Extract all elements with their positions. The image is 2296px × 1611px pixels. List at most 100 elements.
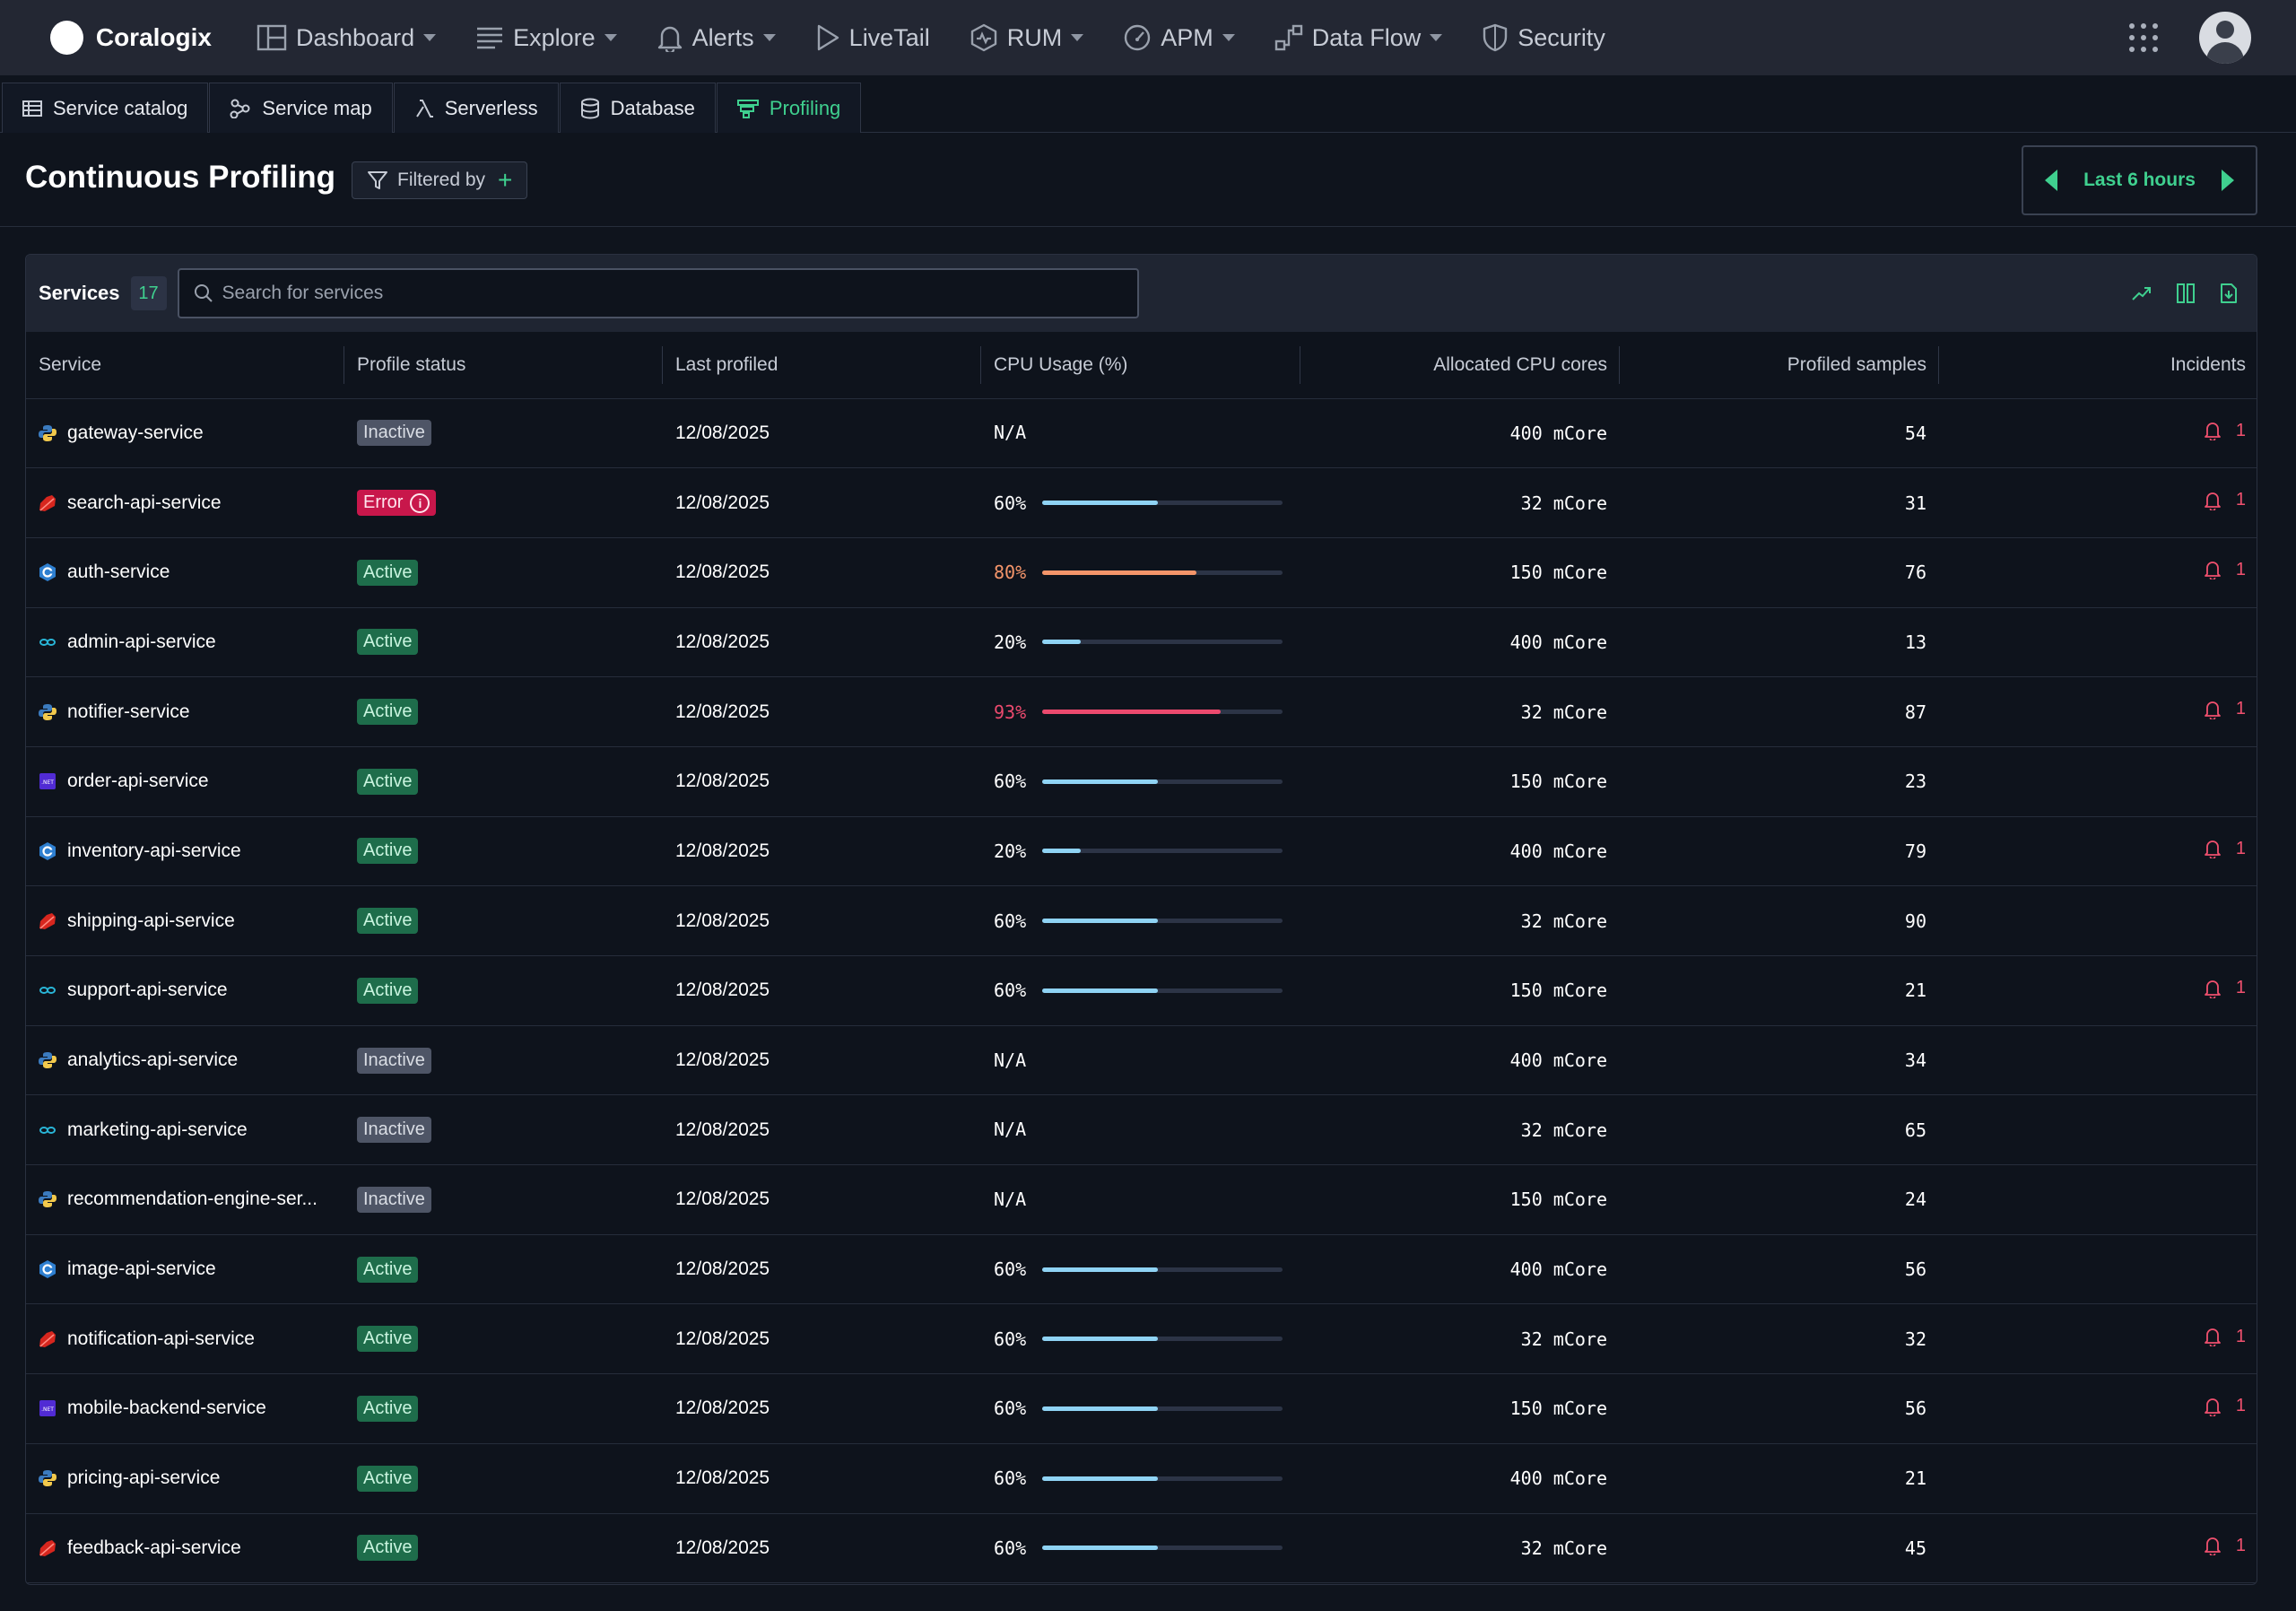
plus-icon[interactable]: + xyxy=(498,166,513,194)
avatar[interactable] xyxy=(2199,12,2251,64)
table-row[interactable]: admin-api-service Active 12/08/2025 20% … xyxy=(26,607,2257,678)
tab-profiling[interactable]: Profiling xyxy=(716,83,862,133)
table-row[interactable]: .NET mobile-backend-service Active 12/08… xyxy=(26,1373,2257,1444)
info-icon[interactable]: i xyxy=(410,492,430,513)
search-input[interactable]: Search for services xyxy=(177,268,1139,318)
table-row[interactable]: feedback-api-service Active 12/08/2025 6… xyxy=(26,1513,2257,1584)
tab-serverless[interactable]: Serverless xyxy=(393,83,559,133)
incident-indicator[interactable]: 1 xyxy=(2204,978,2246,998)
service-cell[interactable]: feedback-api-service xyxy=(26,1513,344,1584)
column-header-incidents[interactable]: Incidents xyxy=(1939,332,2257,399)
service-name[interactable]: notifier-service xyxy=(67,701,190,722)
status-badge[interactable]: Error i xyxy=(357,490,437,517)
service-cell[interactable]: marketing-api-service xyxy=(26,1094,344,1166)
table-row[interactable]: notifier-service Active 12/08/2025 93% 3… xyxy=(26,676,2257,747)
service-name[interactable]: mobile-backend-service xyxy=(67,1398,266,1419)
service-name[interactable]: marketing-api-service xyxy=(67,1119,248,1140)
brand[interactable]: Coralogix xyxy=(50,21,212,55)
column-header-profiled-samples[interactable]: Profiled samples xyxy=(1620,332,1939,399)
cpu-usage-cell: 93% xyxy=(981,676,1300,747)
service-cell[interactable]: image-api-service xyxy=(26,1234,344,1305)
table-row[interactable]: image-api-service Active 12/08/2025 60% … xyxy=(26,1234,2257,1305)
service-name[interactable]: search-api-service xyxy=(67,492,222,513)
service-name[interactable]: gateway-service xyxy=(67,422,204,443)
nav-item-apm[interactable]: APM xyxy=(1123,0,1235,75)
nav-item-data-flow[interactable]: Data Flow xyxy=(1274,0,1443,75)
table-row[interactable]: analytics-api-service Inactive 12/08/202… xyxy=(26,1025,2257,1096)
service-name[interactable]: inventory-api-service xyxy=(67,840,241,861)
incident-indicator[interactable]: 1 xyxy=(2204,1327,2246,1347)
table-row[interactable]: support-api-service Active 12/08/2025 60… xyxy=(26,955,2257,1026)
service-cell[interactable]: pricing-api-service xyxy=(26,1443,344,1514)
trend-chart-icon[interactable] xyxy=(2131,283,2152,303)
allocated-cpu-cell: 400 mCore xyxy=(1300,607,1620,678)
tab-database[interactable]: Database xyxy=(559,83,716,133)
service-cell[interactable]: .NET mobile-backend-service xyxy=(26,1373,344,1444)
service-name[interactable]: support-api-service xyxy=(67,980,228,1001)
table-row[interactable]: inventory-api-service Active 12/08/2025 … xyxy=(26,816,2257,887)
service-cell[interactable]: auth-service xyxy=(26,537,344,608)
service-cell[interactable]: search-api-service xyxy=(26,467,344,538)
column-header-last-profiled[interactable]: Last profiled xyxy=(663,332,981,399)
service-cell[interactable]: notifier-service xyxy=(26,676,344,747)
table-row[interactable]: pricing-api-service Active 12/08/2025 60… xyxy=(26,1443,2257,1514)
nav-item-livetail[interactable]: LiveTail xyxy=(815,0,930,75)
service-name[interactable]: pricing-api-service xyxy=(67,1467,221,1489)
table-row[interactable]: search-api-service Error i 12/08/2025 60%… xyxy=(26,467,2257,538)
incident-indicator[interactable]: 1 xyxy=(2204,490,2246,510)
incident-indicator[interactable]: 1 xyxy=(2204,699,2246,719)
service-cell[interactable]: .NET order-api-service xyxy=(26,746,344,817)
tab-service-map[interactable]: Service map xyxy=(209,83,393,133)
nav-item-security[interactable]: Security xyxy=(1482,0,1605,75)
service-cell[interactable]: analytics-api-service xyxy=(26,1025,344,1096)
service-name[interactable]: admin-api-service xyxy=(67,631,216,652)
table-row[interactable]: shipping-api-service Active 12/08/2025 6… xyxy=(26,885,2257,956)
previous-range-icon[interactable] xyxy=(2045,170,2057,191)
cpu-usage-value: 60% xyxy=(994,492,1027,514)
incident-indicator[interactable]: 1 xyxy=(2204,560,2246,580)
table-row[interactable]: .NET order-api-service Active 12/08/2025… xyxy=(26,746,2257,817)
table-row[interactable]: marketing-api-service Inactive 12/08/202… xyxy=(26,1094,2257,1166)
last-profiled-cell: 12/08/2025 xyxy=(663,1094,981,1166)
nav-item-rum[interactable]: RUM xyxy=(970,0,1084,75)
service-cell[interactable]: notification-api-service xyxy=(26,1303,344,1375)
service-name[interactable]: notification-api-service xyxy=(67,1328,255,1349)
time-range-picker[interactable]: Last 6 hours xyxy=(2022,145,2257,215)
table-row[interactable]: notification-api-service Active 12/08/20… xyxy=(26,1303,2257,1375)
service-cell[interactable]: recommendation-engine-ser... xyxy=(26,1164,344,1235)
time-range-label[interactable]: Last 6 hours xyxy=(2083,170,2196,190)
incident-indicator[interactable]: 1 xyxy=(2204,421,2246,441)
service-name[interactable]: auth-service xyxy=(67,562,170,583)
column-header-allocated-cpu[interactable]: Allocated CPU cores xyxy=(1300,332,1620,399)
service-name[interactable]: feedback-api-service xyxy=(67,1537,241,1558)
service-name[interactable]: image-api-service xyxy=(67,1258,216,1280)
service-name[interactable]: recommendation-engine-ser... xyxy=(67,1189,317,1210)
filter-button[interactable]: Filtered by + xyxy=(352,161,528,199)
service-cell[interactable]: support-api-service xyxy=(26,955,344,1026)
column-header-profile-status[interactable]: Profile status xyxy=(344,332,663,399)
export-icon[interactable] xyxy=(2219,283,2239,304)
next-range-icon[interactable] xyxy=(2222,170,2234,191)
columns-icon[interactable] xyxy=(2176,283,2196,304)
service-cell[interactable]: inventory-api-service xyxy=(26,816,344,887)
service-cell[interactable]: admin-api-service xyxy=(26,607,344,678)
service-name[interactable]: analytics-api-service xyxy=(67,1049,239,1071)
table-row[interactable]: auth-service Active 12/08/2025 80% 150 m… xyxy=(26,537,2257,608)
table-row[interactable]: recommendation-engine-ser... Inactive 12… xyxy=(26,1164,2257,1235)
column-header-service[interactable]: Service xyxy=(26,332,344,399)
apps-grid-icon[interactable] xyxy=(2129,23,2158,52)
tab-service-catalog[interactable]: Service catalog xyxy=(2,83,209,133)
nav-item-explore[interactable]: Explore xyxy=(475,0,617,75)
service-cell[interactable]: shipping-api-service xyxy=(26,885,344,956)
service-name[interactable]: order-api-service xyxy=(67,771,209,792)
service-name[interactable]: shipping-api-service xyxy=(67,910,235,931)
column-header-cpu-usage[interactable]: CPU Usage (%) xyxy=(981,332,1300,399)
service-cell[interactable]: gateway-service xyxy=(26,398,344,469)
nav-item-alerts[interactable]: Alerts xyxy=(657,0,776,75)
incident-indicator[interactable]: 1 xyxy=(2204,839,2246,859)
nav-item-dashboard[interactable]: Dashboard xyxy=(257,0,437,75)
table-row[interactable]: gateway-service Inactive 12/08/2025 N/A … xyxy=(26,398,2257,469)
incident-indicator[interactable]: 1 xyxy=(2204,1536,2246,1556)
profiled-samples-cell: 13 xyxy=(1620,607,1939,678)
incident-indicator[interactable]: 1 xyxy=(2204,1396,2246,1416)
